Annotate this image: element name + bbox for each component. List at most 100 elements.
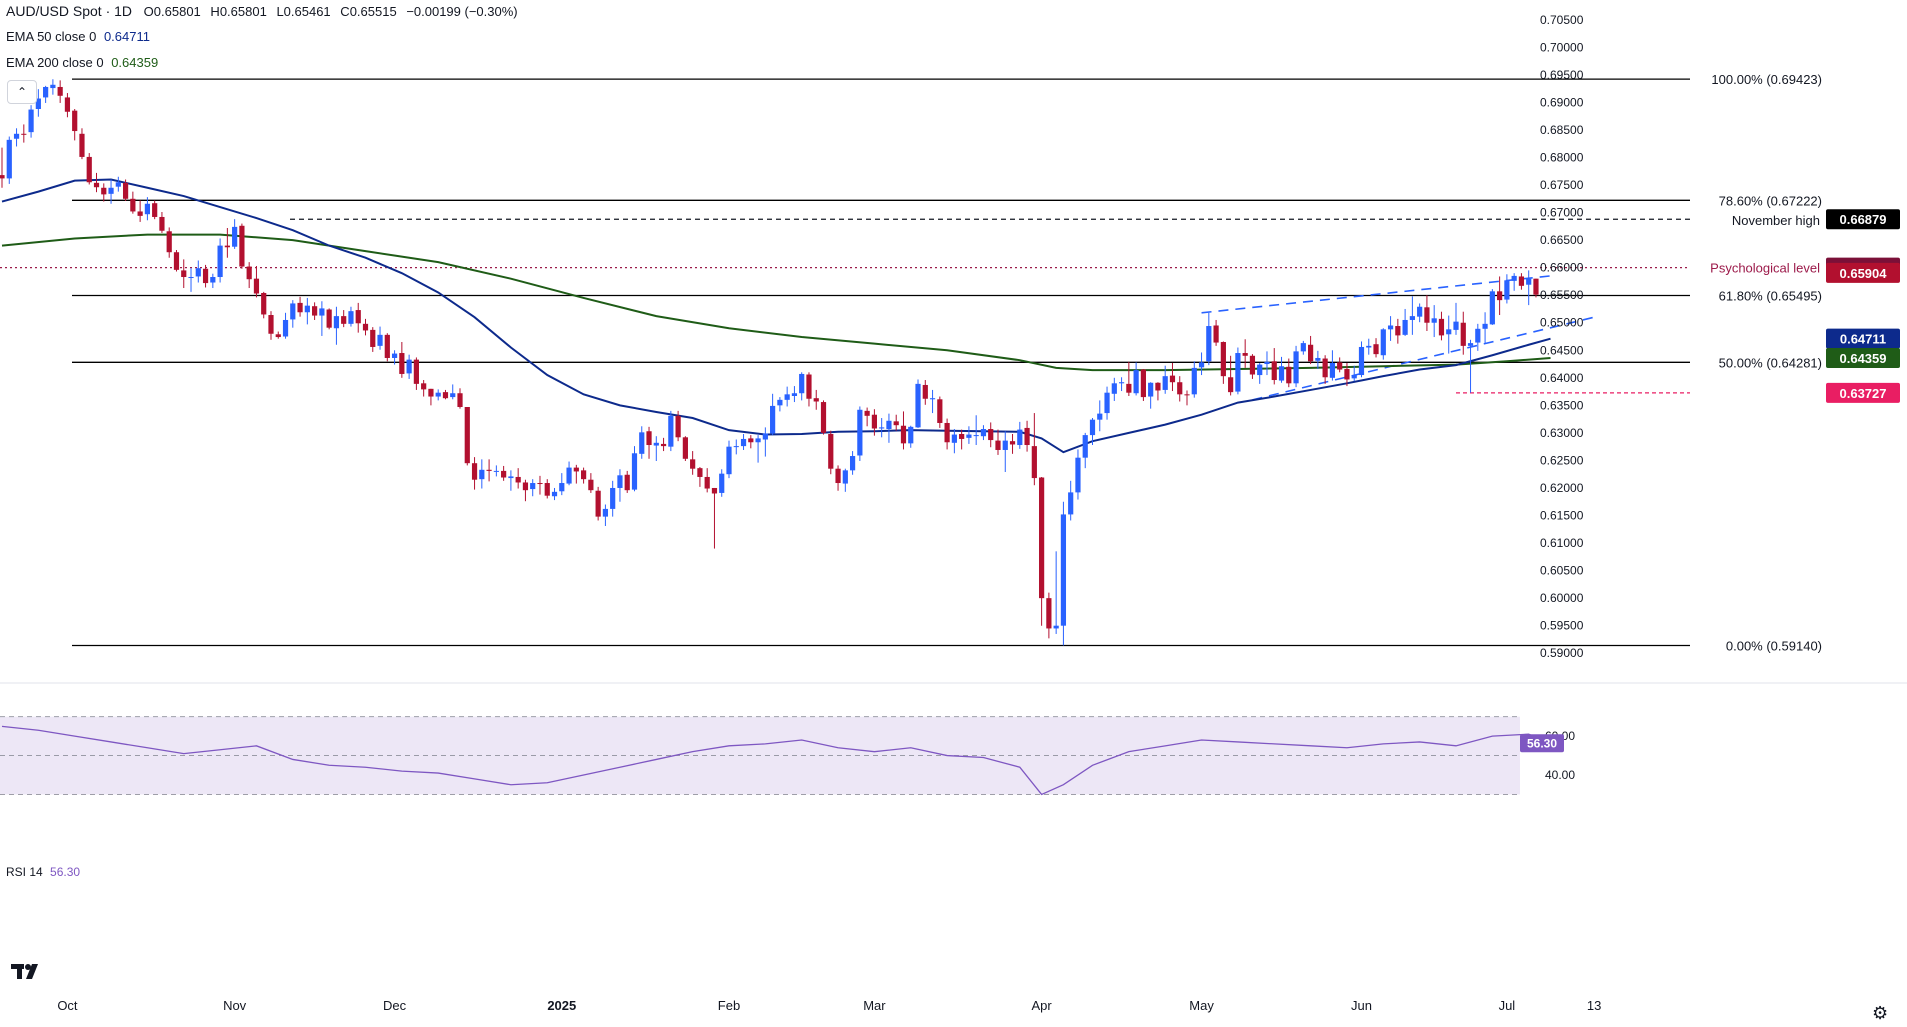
candle-down [624,470,630,493]
candle-up [639,426,645,459]
candle-body [602,508,609,517]
candle-up [908,425,914,448]
candle-body [1475,328,1481,343]
time-axis: Oct Nov Dec 2025 Feb Mar Apr May Jun Jul 13 [57,998,1601,1013]
candle-up [210,273,216,289]
fib-label: 100.00% (0.69423) [1711,72,1822,87]
candle-up [108,179,114,204]
candle-down [660,437,667,452]
candle-body [1053,625,1059,629]
price-tick-label: 0.66500 [1540,233,1584,247]
candle-up [304,297,310,325]
candle-up [726,440,732,479]
candle-body [828,433,834,469]
candle-down [275,331,281,339]
symbol-title[interactable]: AUD/USD Spot · 1D [6,3,133,19]
rsi-legend[interactable]: RSI 14 56.30 [6,865,80,879]
candle-down [457,388,463,409]
high-label: H [210,4,220,19]
candle-up [755,435,761,463]
candle-up [282,312,289,339]
candle-body [864,410,870,416]
candle-up [1358,341,1365,378]
candle-down [253,265,260,298]
price-tick-label: 0.67500 [1540,178,1584,192]
time-tick-label: Apr [1031,998,1052,1013]
candle-down [1308,335,1314,365]
candle-body [508,476,514,479]
candle-body [421,383,427,390]
candle-down [428,388,434,406]
candle-body [202,268,209,284]
candle-body [471,463,478,480]
candle-body [1075,457,1081,493]
time-tick-label: 2025 [547,998,576,1013]
candle-body [377,334,383,346]
price-tick-label: 0.61000 [1540,536,1584,550]
candle-down [1039,476,1045,626]
candle-body [813,398,819,402]
fib-levels: 100.00% (0.69423) 78.60% (0.67222) 61.80% … [72,72,1822,654]
open-label: O [143,4,154,19]
candle-up [1162,365,1168,394]
candle-body [6,139,12,179]
candle-up [951,429,957,454]
candle-body [268,315,274,334]
candle-body [755,438,761,443]
candle-down [72,109,78,141]
candle-body [1257,364,1263,376]
candle-body [282,319,289,337]
candle-body [1264,361,1270,365]
candle-down [486,459,492,482]
candle-up [406,354,412,379]
candle-up [1511,273,1517,291]
candle-body [333,316,340,329]
price-tick-label: 0.61500 [1540,509,1584,523]
candle-body [1351,375,1357,379]
candle-body [682,437,688,459]
candle-up [1278,356,1285,383]
candle-up [1489,289,1495,325]
candle-up [1482,312,1488,344]
price-tick-label: 0.59500 [1540,619,1584,633]
candle-body [1111,383,1117,394]
candle-down [268,311,274,340]
candle-down [239,223,245,269]
ema50-path [1,178,1551,454]
low-value: 0.65461 [283,4,331,19]
candle-body [261,292,267,315]
candle-body [493,470,499,472]
candle-up [450,384,456,400]
candle-body [64,97,71,112]
candle-down [820,400,827,435]
time-tick-label: Oct [57,998,78,1013]
candle-body [1395,326,1401,336]
candle-body [1308,344,1314,362]
candle-body [1024,427,1030,446]
candle-down [86,153,92,185]
candle-body [777,399,783,406]
candle-down [748,435,754,449]
candle-down [370,327,376,352]
candle-body [908,426,914,444]
candle-body [595,490,601,517]
candle-down [501,465,507,481]
candle-body [1337,362,1343,370]
candle-body [173,252,180,270]
ema200-legend[interactable]: EMA 200 close 0 0.64359 [6,55,158,70]
tradingview-logo-icon[interactable] [10,958,46,984]
ema50-label: EMA 50 close 0 [6,29,97,44]
ema50-legend[interactable]: EMA 50 close 0 0.64711 [6,29,150,44]
settings-gear-icon[interactable]: ⚙ [1872,1003,1889,1023]
candle-body [1235,353,1241,392]
candle-down [101,183,107,202]
candle-body [929,398,936,400]
rsi-label: RSI 14 [6,865,43,879]
candle-body [457,393,463,408]
price-tick-label: 0.69500 [1540,68,1584,82]
candle-down [588,473,594,493]
collapse-legend-button[interactable]: ⌃ [7,80,37,104]
candle-body [922,384,928,399]
candle-down [828,430,834,475]
